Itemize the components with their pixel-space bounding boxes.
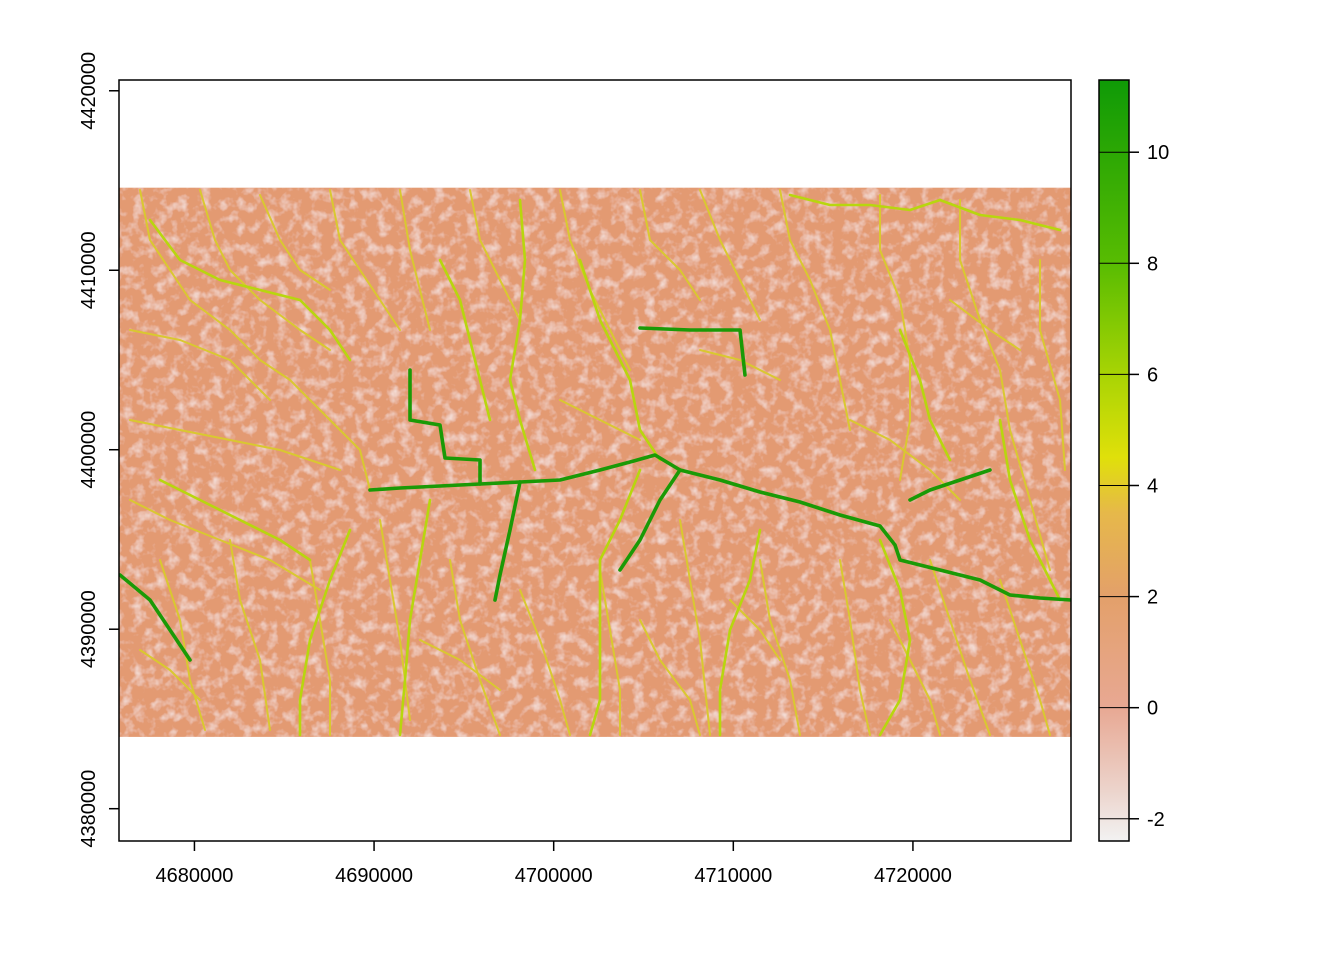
stream-mid (998, 418, 1062, 602)
y-tick-label: 4400000 (78, 411, 100, 489)
stream-mid (148, 218, 352, 362)
stream-minor (729, 599, 781, 661)
stream-major (408, 368, 482, 486)
stream-minor (229, 539, 271, 731)
legend-colorbar (1099, 80, 1129, 841)
stream-mid (718, 528, 762, 737)
stream-minor (599, 569, 621, 736)
stream-minor (419, 639, 501, 691)
stream-minor (929, 559, 991, 736)
stream-minor (399, 189, 431, 331)
y-tick-label: 4410000 (78, 231, 100, 309)
y-tick-label: 4390000 (78, 590, 100, 668)
stream-mid (398, 498, 432, 737)
stream-minor (639, 619, 701, 736)
stream-mid (788, 193, 942, 212)
x-tick-label: 4700000 (515, 865, 593, 887)
stream-major (618, 468, 682, 572)
legend-tick-label: 8 (1147, 253, 1158, 275)
stream-mid (578, 258, 662, 462)
y-tick-label: 4380000 (78, 770, 100, 848)
stream-minor (559, 399, 641, 441)
stream-major (493, 480, 522, 602)
stream-mid (158, 478, 312, 562)
x-tick-label: 4720000 (874, 865, 952, 887)
stream-mid (508, 198, 537, 472)
stream-major (908, 468, 992, 502)
stream-minor (139, 189, 371, 491)
color-legend: -2 0 2 4 6 8 10 (1098, 79, 1169, 842)
legend-tick-label: 6 (1147, 364, 1158, 386)
stream-minor (999, 579, 1051, 736)
stream-minor (129, 329, 271, 401)
stream-mid (298, 528, 352, 737)
legend-tick-label: -2 (1147, 809, 1165, 831)
y-tick-label: 4420000 (78, 52, 100, 130)
stream-minor (959, 199, 1051, 571)
legend-tick-label: 10 (1147, 142, 1169, 164)
x-tick-label: 4690000 (335, 865, 413, 887)
stream-minor (309, 559, 331, 736)
stream-minor (889, 619, 941, 736)
stream-minor (329, 189, 401, 331)
stream-mid (938, 198, 1062, 232)
stream-minor (519, 589, 571, 736)
x-tick-label: 4710000 (694, 865, 772, 887)
x-axis: 4680000 4690000 4700000 4710000 4720000 (156, 841, 952, 887)
legend-tick-label: 0 (1147, 698, 1158, 720)
stream-minor (259, 194, 331, 291)
stream-minor (699, 349, 781, 381)
stream-minor (469, 189, 521, 321)
stream-minor (129, 499, 321, 591)
stream-minor (1039, 259, 1066, 471)
plot-frame (118, 79, 1072, 842)
legend-tick-label: 2 (1147, 587, 1158, 609)
stream-mid (438, 258, 492, 422)
stream-minor (449, 559, 501, 736)
stream-minor (639, 189, 701, 301)
stream-minor (139, 649, 201, 701)
stream-minor (759, 559, 801, 736)
stream-minor (679, 519, 711, 736)
stream-major (368, 453, 1071, 602)
stream-mid (588, 468, 642, 737)
y-axis: 4380000 4390000 4400000 4410000 4420000 (78, 52, 119, 848)
legend-tick-lines (1099, 151, 1129, 820)
stream-minor (839, 559, 871, 736)
stream-mid (878, 538, 912, 737)
stream-minor (779, 189, 851, 431)
legend-frame (1098, 79, 1130, 842)
stream-major (119, 573, 192, 662)
stream-minor (949, 299, 1021, 351)
stream-minor (699, 189, 761, 321)
x-tick-label: 4680000 (156, 865, 234, 887)
legend-tick-label: 4 (1147, 475, 1158, 497)
terrain-raster (119, 187, 1071, 737)
stream-minor (129, 419, 341, 471)
raster-image (119, 187, 1071, 737)
legend-ticks: -2 0 2 4 6 8 10 (1129, 142, 1169, 831)
stream-mid (898, 328, 952, 462)
stream-network (119, 189, 1071, 737)
stream-minor (879, 194, 911, 481)
stream-major (638, 326, 747, 377)
